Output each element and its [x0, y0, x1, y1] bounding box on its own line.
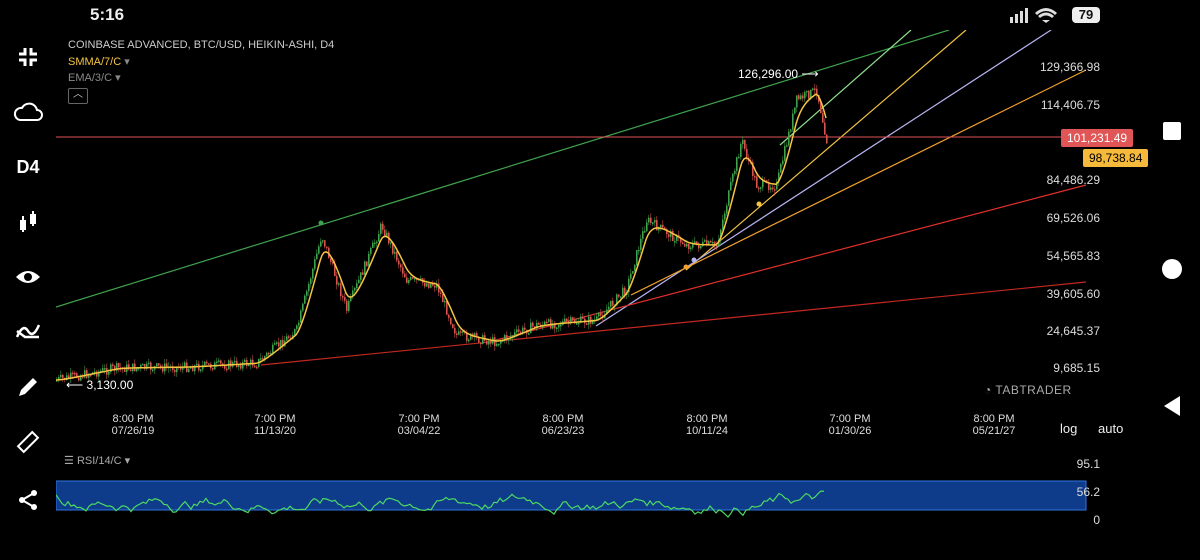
measure-button[interactable]: [8, 422, 48, 462]
high-value: 126,296.00: [738, 67, 799, 81]
ema-indicator-label[interactable]: EMA/3/C ▾: [68, 71, 121, 84]
rsi-tick: 95.1: [1076, 457, 1100, 471]
price-tick: 69,526.06: [1046, 211, 1100, 225]
drag-handle-icon[interactable]: ☰: [64, 455, 74, 467]
rsi-line: [56, 490, 825, 518]
collapse-legend-button[interactable]: ︿: [68, 88, 88, 104]
ema-label: EMA/3/C: [68, 72, 113, 84]
price-tick: 84,486.29: [1046, 173, 1100, 187]
trendline-yellow[interactable]: [685, 30, 967, 271]
candles-group: [56, 83, 828, 384]
current-price-tag: 101,231.49: [1061, 129, 1134, 147]
candlestick-icon: [20, 211, 36, 232]
pencil-icon: [19, 378, 37, 396]
anchor-point[interactable]: [683, 264, 689, 270]
dropdown-icon: ▾: [124, 56, 130, 68]
left-toolbar: D4: [0, 30, 56, 539]
rsi-band: [56, 480, 1087, 511]
tabtrader-watermark: ◔ TABTRADER: [984, 383, 1072, 397]
visibility-button[interactable]: [8, 257, 48, 297]
timeframe-button[interactable]: D4: [8, 147, 48, 187]
trendline-red-lower[interactable]: [260, 281, 1087, 366]
rsi-label: RSI/14/C: [76, 455, 122, 467]
trendline-green-channel[interactable]: [56, 30, 950, 308]
dropdown-icon: ▾: [115, 72, 121, 84]
time-tick: 7:00 PM 03/04/22: [397, 413, 441, 437]
back-button[interactable]: [1158, 392, 1186, 420]
compress-icon: [19, 48, 37, 66]
price-tick: 39,605.60: [1046, 287, 1100, 301]
clock: 5:16: [90, 5, 125, 24]
circle-icon: [1162, 259, 1182, 279]
anchor-point[interactable]: [318, 220, 324, 226]
trendline-orange[interactable]: [630, 69, 1087, 296]
draw-button[interactable]: [8, 367, 48, 407]
time-tick: 8:00 PM 10/11/24: [685, 413, 728, 437]
chart-type-button[interactable]: [8, 202, 48, 242]
status-bar: 5:16 79: [0, 0, 1200, 30]
anchor-point[interactable]: [691, 257, 697, 263]
watermark-text: TABTRADER: [995, 383, 1072, 397]
recents-button[interactable]: [1158, 117, 1186, 145]
indicators-icon: [15, 324, 41, 339]
time-tick: 8:00 PM 06/23/23: [541, 413, 585, 437]
square-icon: [1163, 122, 1181, 140]
price-tick: 24,645.37: [1046, 324, 1100, 338]
rsi-chart[interactable]: [56, 460, 1144, 560]
price-tick: 54,565.83: [1046, 249, 1100, 263]
rsi-indicator-label[interactable]: ☰ RSI/14/C ▾: [64, 454, 130, 467]
low-annotation: ⟵ 3,130.00: [66, 378, 134, 392]
back-triangle-icon: [1164, 396, 1180, 416]
price-tick: 129,366.98: [1039, 60, 1100, 74]
eye-icon: [16, 271, 40, 283]
rsi-tick: 56.2: [1076, 485, 1100, 499]
share-button[interactable]: [8, 480, 48, 520]
price-tick: 114,406.75: [1040, 98, 1100, 112]
timeframe-label: D4: [16, 156, 40, 177]
chevron-up-icon: ︿: [73, 89, 83, 100]
smma-price-tag: 98,738.84: [1083, 149, 1149, 167]
trendline-lavender[interactable]: [595, 30, 1052, 327]
smma-label: SMMA/7/C: [68, 56, 122, 68]
cloud-button[interactable]: [8, 92, 48, 132]
collapse-fullscreen-button[interactable]: [8, 37, 48, 77]
chart-area[interactable]: COINBASE ADVANCED, BTC/USD, HEIKIN-ASHI,…: [56, 30, 1149, 539]
time-tick: 8:00 PM 07/26/19: [111, 413, 155, 437]
high-annotation: 126,296.00 ⟶: [738, 67, 819, 81]
system-nav-bar: [1144, 30, 1200, 539]
indicators-button[interactable]: [8, 312, 48, 352]
time-tick: 7:00 PM 11/13/20: [253, 413, 296, 437]
tabtrader-logo-icon: ◔: [984, 383, 992, 397]
battery-indicator: 79: [1072, 7, 1100, 23]
auto-scale-button[interactable]: auto: [1098, 421, 1124, 436]
ruler-icon: [16, 430, 40, 454]
low-value: 3,130.00: [86, 378, 134, 392]
smma-line: [56, 93, 827, 381]
rsi-tick: 0: [1093, 513, 1100, 527]
time-tick: 8:00 PM 05/21/27: [972, 413, 1016, 437]
log-scale-button[interactable]: log: [1060, 421, 1078, 436]
smma-indicator-label[interactable]: SMMA/7/C ▾: [68, 55, 130, 68]
chart-title: COINBASE ADVANCED, BTC/USD, HEIKIN-ASHI,…: [68, 39, 335, 51]
price-chart[interactable]: [56, 30, 1144, 539]
home-button[interactable]: [1158, 255, 1186, 283]
share-icon: [19, 490, 37, 510]
anchor-point[interactable]: [756, 201, 762, 207]
time-tick: 7:00 PM 01/30/26: [828, 413, 872, 437]
cloud-icon: [13, 102, 43, 121]
trendline-red-upper[interactable]: [495, 184, 1087, 341]
dropdown-icon: ▾: [124, 455, 131, 467]
signal-wifi-icons: [1010, 8, 1057, 23]
price-tick: 9,685.15: [1053, 361, 1100, 375]
trendline-light-green[interactable]: [779, 30, 912, 146]
